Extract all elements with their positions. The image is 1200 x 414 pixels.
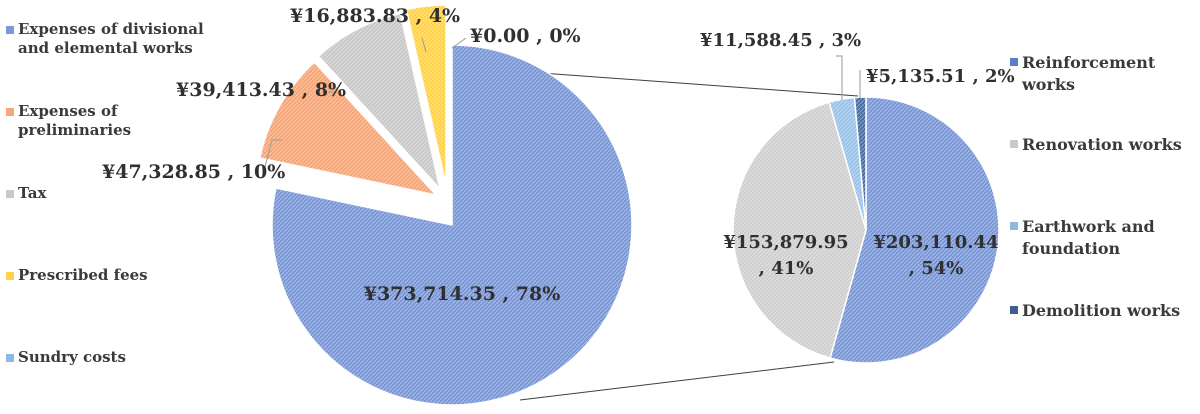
- legend-swatch: [6, 190, 14, 198]
- pie-slice-prescribed-fees: [405, 4, 447, 186]
- legend-label: Tax: [18, 184, 47, 202]
- data-label-sundry-costs: ¥0.00 , 0%: [470, 25, 581, 47]
- legend-item-sundry-costs: Sundry costs: [6, 348, 126, 367]
- legend-label: Demolition works: [1022, 301, 1181, 320]
- legend-swatch: [6, 272, 14, 280]
- main-pie-labels: ¥373,714.35 , 78% ¥47,328.85 , 10% ¥39,413…: [102, 5, 581, 305]
- breakdown-label-reinforcement-works: ¥203,110.44, 54%: [873, 232, 998, 279]
- legend-swatch: [6, 26, 14, 34]
- legend-item-prescribed-fees: Prescribed fees: [6, 266, 148, 285]
- legend-item-renovation-works: Renovation works: [1010, 134, 1182, 156]
- leader-earthwork: [836, 55, 843, 100]
- legend-swatch: [6, 108, 14, 116]
- breakdown-label-renovation-works: ¥153,879.95, 41%: [723, 232, 848, 279]
- legend-label: Sundry costs: [18, 348, 126, 366]
- legend-label: Earthwork and foundation: [1022, 217, 1155, 258]
- legend-swatch: [1010, 140, 1018, 148]
- legend-swatch: [1010, 306, 1018, 314]
- legend-swatch: [1010, 58, 1018, 66]
- pie-slice-expenses-of-divisional-and-elemental-works: [271, 44, 633, 406]
- pie-slice-expenses-of-preliminaries: [258, 61, 439, 197]
- legend-item-reinforcement-works: Reinforcement works: [1010, 52, 1155, 96]
- legend-item-demolition-works: Demolition works: [1010, 300, 1180, 322]
- legend-item-earthwork-and-foundation: Earthwork and foundation: [1010, 216, 1155, 260]
- leader-sundry-costs: [451, 37, 467, 49]
- breakdown-slice-renovation-works: [732, 101, 867, 359]
- legend-label: Reinforcement works: [1022, 53, 1156, 94]
- data-label-tax: ¥39,413.43 , 8%: [176, 79, 346, 101]
- legend-swatch: [6, 354, 14, 362]
- breakdown-pie: [732, 96, 1000, 364]
- data-label-expenses-of-preliminaries: ¥47,328.85 , 10%: [102, 161, 285, 183]
- legend-item-expenses-of-divisional-and-elemental-works: Expenses of divisional and elemental work…: [6, 20, 204, 58]
- legend-label: Renovation works: [1022, 135, 1182, 154]
- pie-slice-tax: [317, 12, 442, 192]
- connector-lines: [499, 69, 859, 401]
- legend-item-tax: Tax: [6, 184, 46, 203]
- main-pie: [258, 4, 633, 406]
- breakdown-label-demolition-works: ¥5,135.51 , 2%: [866, 66, 1015, 87]
- leader-prescribed-fees: [421, 37, 427, 53]
- legend-item-expenses-of-preliminaries: Expenses of preliminaries: [6, 102, 131, 140]
- legend-label: Expenses of preliminaries: [18, 102, 132, 139]
- breakdown-label-earthwork-and-foundation: ¥11,588.45 , 3%: [700, 30, 861, 51]
- leader-preliminaries: [261, 139, 282, 179]
- data-label-prescribed-fees: ¥16,883.83 , 4%: [290, 5, 460, 27]
- data-label-expenses-of-divisional-and-elemental-works: ¥373,714.35 , 78%: [364, 283, 561, 305]
- legend-label: Prescribed fees: [18, 266, 148, 284]
- breakdown-slice-reinforcement-works: [829, 96, 1000, 364]
- connector-line-bottom: [519, 361, 835, 401]
- breakdown-pie-labels: ¥203,110.44, 54% ¥153,879.95, 41% ¥11,588.…: [700, 30, 1015, 279]
- leader-lines: [261, 37, 861, 179]
- connector-line-top: [499, 69, 859, 97]
- legend-label: Expenses of divisional and elemental work…: [18, 20, 204, 57]
- legend-swatch: [1010, 222, 1018, 230]
